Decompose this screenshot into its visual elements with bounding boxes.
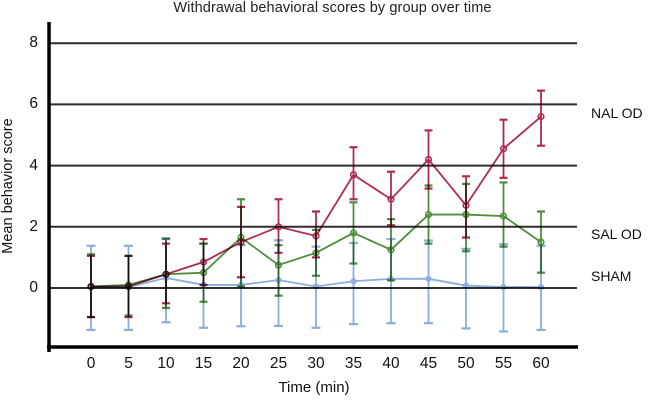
series-nal-od xyxy=(87,89,545,319)
data-point xyxy=(462,201,470,209)
x-axis-title: Time (min) xyxy=(278,379,350,396)
data-point xyxy=(424,210,433,219)
data-point xyxy=(87,282,95,291)
data-point xyxy=(350,278,357,285)
data-point xyxy=(499,212,508,220)
data-point xyxy=(274,261,283,269)
data-point xyxy=(500,283,507,291)
series-label-sal-od: SAL OD xyxy=(591,226,642,243)
data-point xyxy=(237,238,245,246)
data-point xyxy=(162,270,170,278)
data-point xyxy=(199,258,208,266)
data-point xyxy=(424,155,433,164)
y-tick-label-8: 8 xyxy=(29,34,38,52)
x-tick-label-45: 45 xyxy=(419,355,438,372)
data-point xyxy=(349,171,358,179)
x-tick-label-0: 0 xyxy=(86,355,96,372)
x-tick-label-40: 40 xyxy=(382,355,400,372)
series-label-nal-od: NAL OD xyxy=(591,104,643,121)
x-tick-label-15: 15 xyxy=(194,355,213,372)
y-tick-label-6: 6 xyxy=(29,95,38,113)
data-point xyxy=(537,113,545,121)
data-point xyxy=(387,195,395,203)
x-tick-label-30: 30 xyxy=(307,355,325,372)
series-label-sham: SHAM xyxy=(591,268,632,285)
data-point xyxy=(312,283,320,290)
chart-title: Withdrawal behavioral scores by group ov… xyxy=(173,0,492,16)
data-point xyxy=(274,223,283,231)
data-point xyxy=(425,275,432,282)
x-tick-label-5: 5 xyxy=(124,355,133,372)
x-tick-label-20: 20 xyxy=(232,355,250,372)
data-point xyxy=(349,229,358,237)
y-tick-label-2: 2 xyxy=(29,217,38,235)
data-point xyxy=(312,232,320,240)
data-point xyxy=(387,246,395,254)
x-tick-label-35: 35 xyxy=(344,355,363,372)
y-tick-label-4: 4 xyxy=(29,156,38,174)
y-tick-label-0: 0 xyxy=(29,279,38,296)
data-point xyxy=(537,283,545,291)
data-point xyxy=(499,145,508,153)
data-point xyxy=(124,282,133,291)
x-tick-label-60: 60 xyxy=(532,355,550,372)
x-tick-label-25: 25 xyxy=(269,355,288,372)
x-tick-label-55: 55 xyxy=(494,355,513,372)
x-tick-label-10: 10 xyxy=(157,355,175,372)
data-point xyxy=(462,282,470,289)
x-tick-label-50: 50 xyxy=(457,355,475,372)
data-point xyxy=(537,238,545,246)
